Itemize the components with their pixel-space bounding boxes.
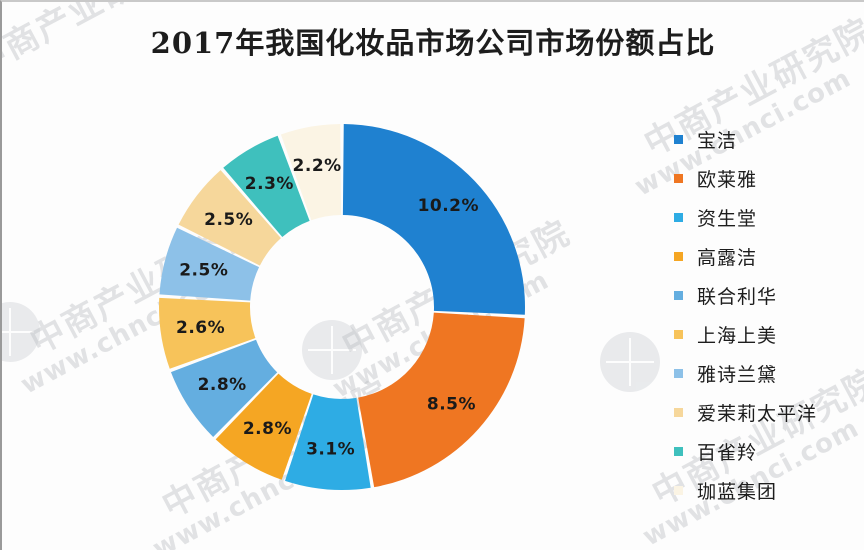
legend-item[interactable]: 高露洁 [674,237,859,276]
legend-item-label: 联合利华 [697,286,778,308]
pie-slice-label: 2.8% [243,419,292,439]
legend-swatch-icon [674,252,683,261]
pie-slice-label: 2.5% [204,210,253,230]
legend-swatch-icon [674,408,683,417]
pie-slice[interactable] [285,394,371,491]
legend-item[interactable]: 宝洁 [674,120,859,159]
legend-item[interactable]: 雅诗兰黛 [674,354,859,393]
legend-item-label: 雅诗兰黛 [697,364,778,386]
legend-item[interactable]: 资生堂 [674,198,859,237]
pie-chart: 10.2% 8.5% 3.1% 2.8% 2.8% 2.6% 2.5% 2.5% 2.3% 2.2… [132,97,552,517]
pie-slice[interactable] [223,135,310,238]
pie-slice[interactable] [159,297,256,369]
legend-item-label: 爱茉莉太平洋 [697,403,818,425]
legend-item-label: 珈蓝集团 [697,481,778,503]
pie-slice-label: 2.2% [293,156,342,176]
pie-slice[interactable] [159,227,260,301]
legend-swatch-icon [674,369,683,378]
pie-slice-label: 10.2% [418,196,479,216]
pie-slice[interactable] [170,339,278,437]
pie-slice-label: 3.1% [306,440,355,460]
legend-swatch-icon [674,174,683,183]
pie-slice-label: 2.6% [176,318,225,338]
pie-slice-label: 2.5% [179,260,228,280]
legend-item-label: 欧莱雅 [697,169,758,191]
chart-title: 2017年我国化妆品市场公司市场份额占比 [150,26,716,60]
legend-swatch-icon [674,213,683,222]
pie-slice[interactable] [215,373,312,480]
legend-item[interactable]: 珈蓝集团 [674,471,859,510]
pie-slice[interactable] [280,124,342,221]
pie-slice[interactable] [178,170,281,266]
legend-item[interactable]: 上海上美 [674,315,859,354]
watermark-globe-icon [600,332,660,392]
pie-slice-label: 8.5% [427,395,476,415]
legend-item[interactable]: 百雀羚 [674,432,859,471]
pie-chart-svg: 10.2% 8.5% 3.1% 2.8% 2.8% 2.6% 2.5% 2.5% 2.3%2.2… [159,124,525,491]
legend-item[interactable]: 联合利华 [674,276,859,315]
legend-swatch-icon [674,135,683,144]
legend-swatch-icon [674,447,683,456]
legend-item-label: 宝洁 [697,130,738,152]
legend-item-label: 百雀羚 [697,442,758,464]
legend-item-label: 资生堂 [697,208,758,230]
legend-swatch-icon [674,330,683,339]
watermark-globe-icon [2,302,40,362]
legend-item-label: 上海上美 [697,325,778,347]
pie-slice[interactable] [358,312,525,488]
legend-swatch-icon [674,291,683,300]
pie-slice-label: 2.3% [245,174,294,194]
legend-item[interactable]: 爱茉莉太平洋 [674,393,859,432]
chart-legend: 宝洁欧莱雅资生堂高露洁联合利华上海上美雅诗兰黛爱茉莉太平洋 百雀羚珈蓝集团 [674,120,859,510]
pie-slice-group [159,124,525,491]
legend-swatch-icon [674,486,683,495]
pie-slice-label: 2.8% [198,375,247,395]
legend-item[interactable]: 欧莱雅 [674,159,859,198]
pie-label-group: 10.2% 8.5% 3.1% 2.8% 2.8% 2.6% 2.5% 2.5% 2.3%2.2… [176,156,479,459]
pie-slice[interactable] [342,124,525,315]
legend-item-label: 高露洁 [697,247,758,269]
